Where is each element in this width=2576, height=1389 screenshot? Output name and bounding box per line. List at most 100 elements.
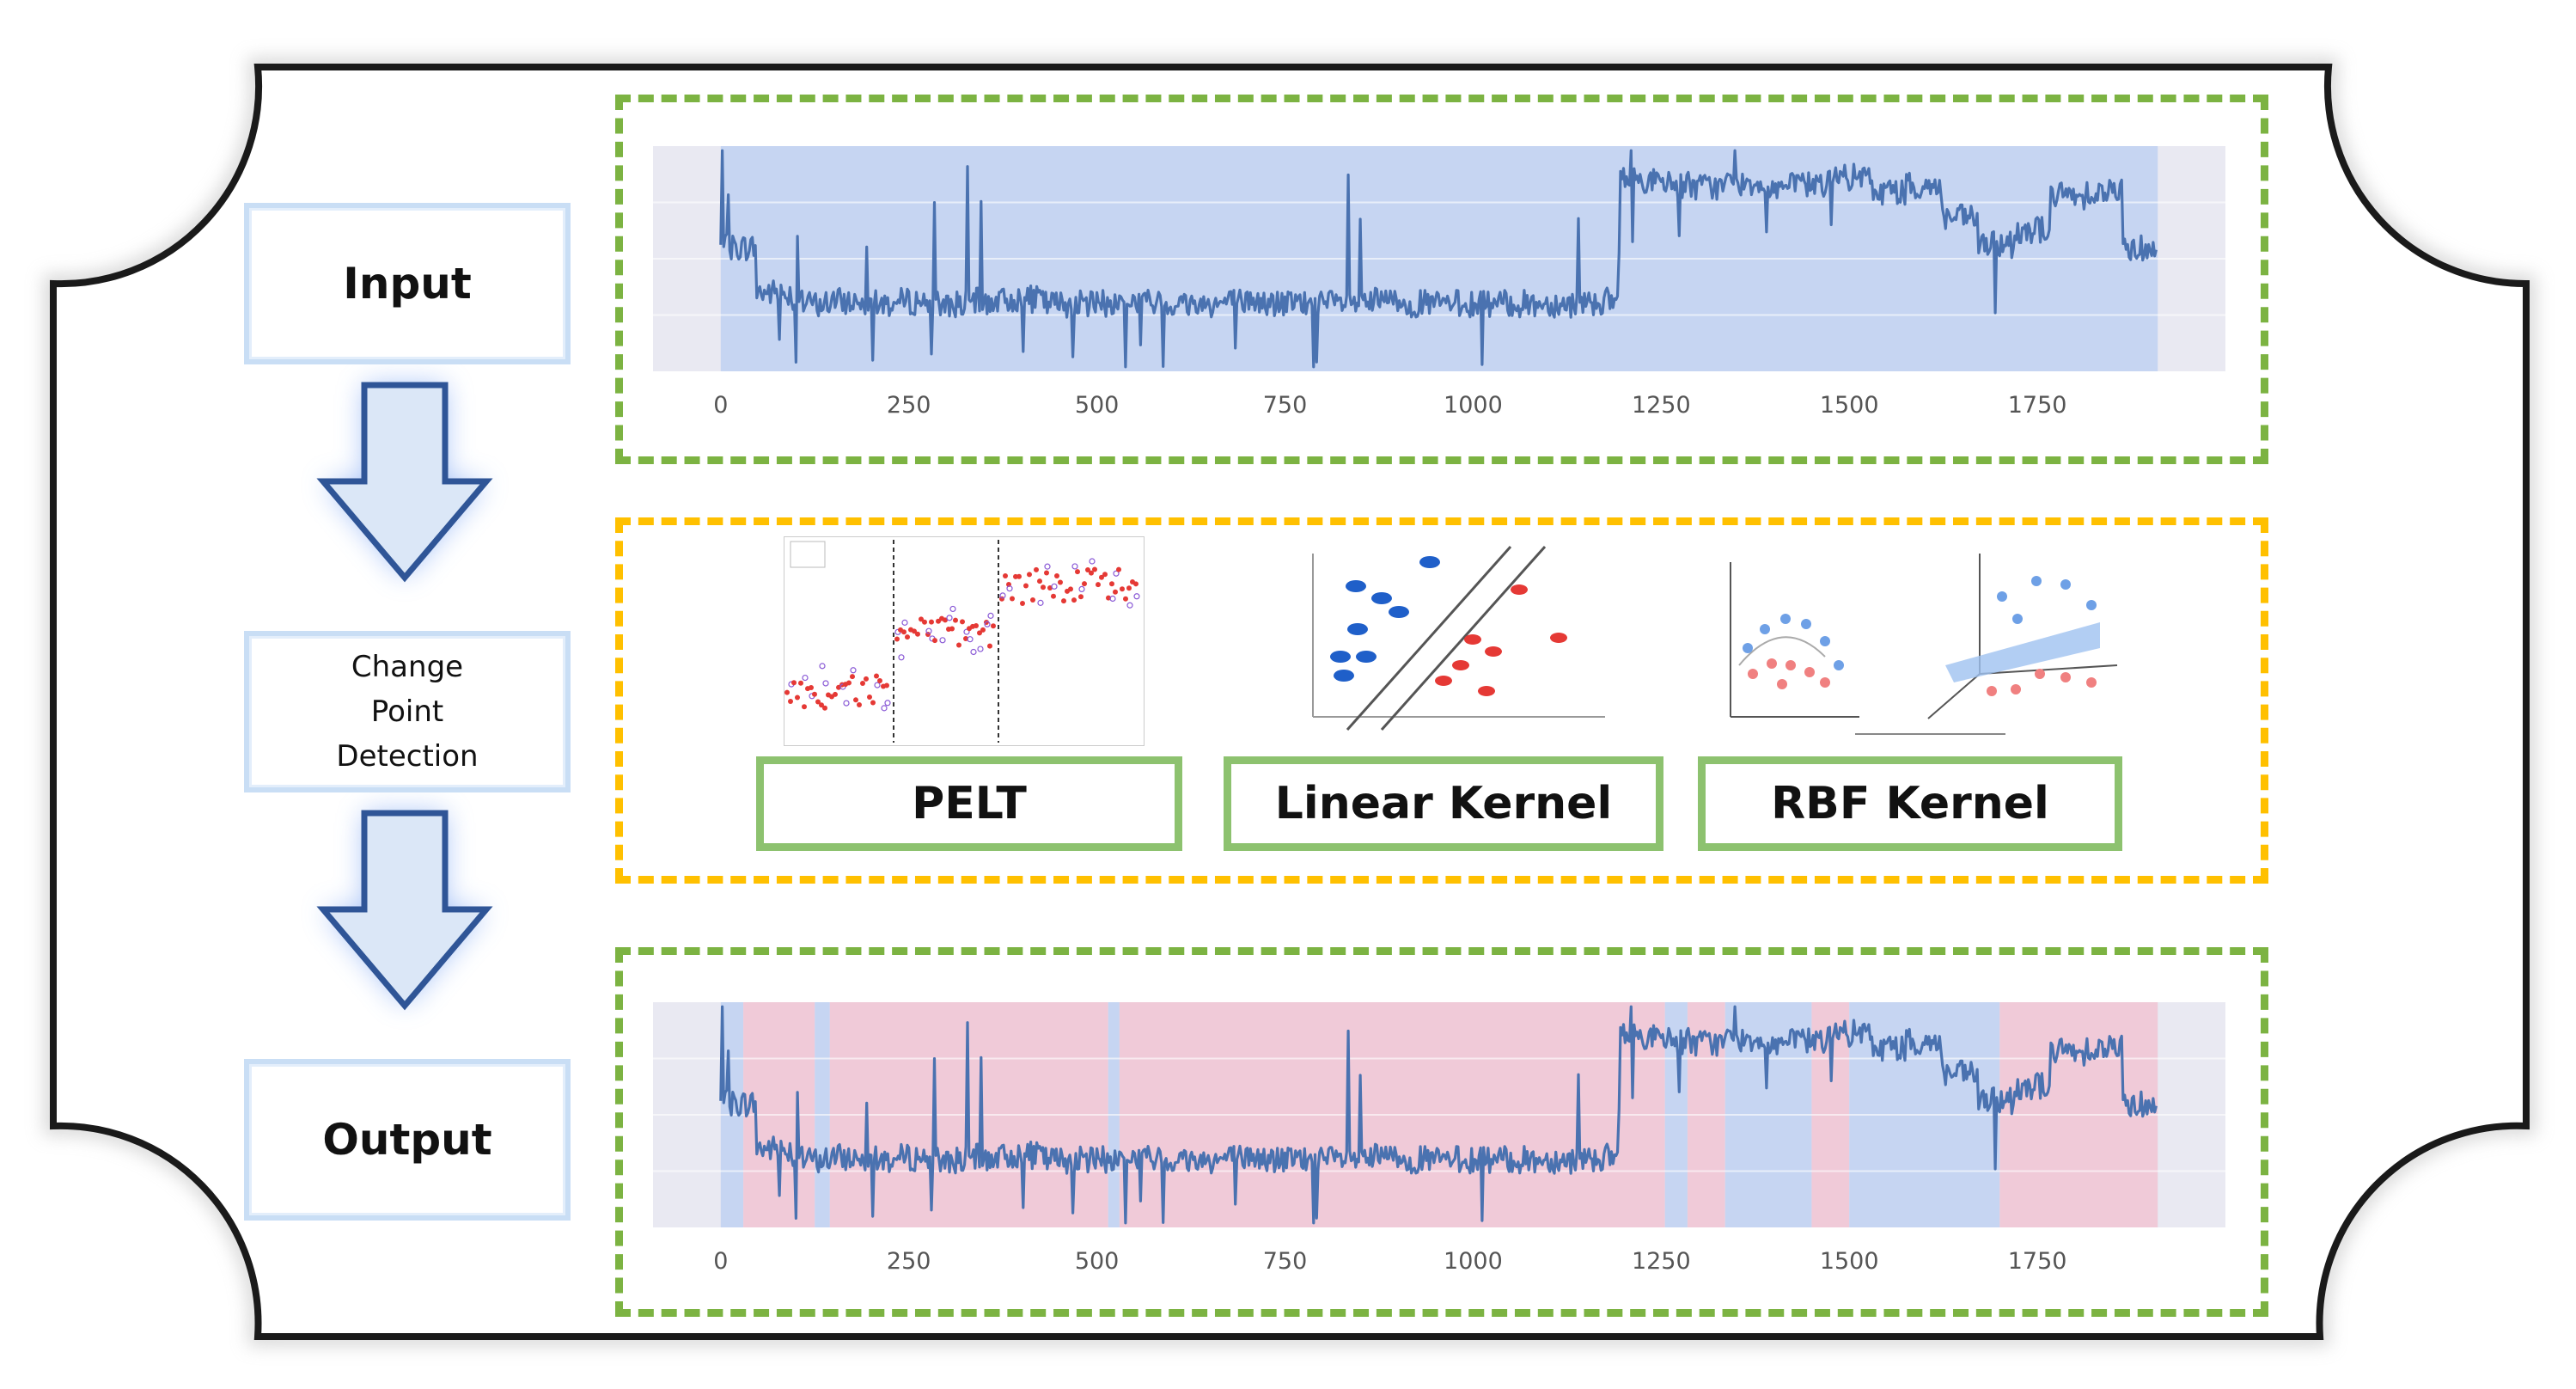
pelt-point	[1068, 586, 1073, 592]
input-signal-panel	[615, 95, 2268, 464]
pelt-point	[956, 642, 961, 648]
pelt-point	[833, 691, 838, 697]
pelt-point-outline	[843, 700, 850, 707]
pelt-point	[1030, 597, 1035, 603]
pelt-point	[932, 638, 937, 644]
pelt-point	[1034, 566, 1039, 572]
method-rbf-kernel-text: RBF Kernel	[1771, 778, 2049, 829]
pelt-point	[980, 627, 986, 633]
pelt-point-outline	[1044, 563, 1051, 570]
pelt-point-outline	[1037, 599, 1044, 606]
pelt-point-outline	[984, 621, 991, 627]
pelt-point-outline	[850, 667, 857, 674]
pelt-point	[991, 623, 996, 629]
pelt-point-outline	[970, 648, 977, 656]
step-cpd-label-line3: Detection	[336, 739, 479, 774]
pelt-point-outline	[925, 627, 932, 634]
method-label-pelt: PELT	[756, 756, 1182, 851]
pelt-point-outline	[1078, 585, 1085, 592]
methods-panel	[615, 517, 2268, 884]
pelt-point-outline	[1133, 593, 1140, 600]
pelt-point	[1023, 583, 1029, 589]
pelt-point	[974, 622, 979, 628]
pelt-point	[949, 626, 955, 632]
pelt-point-outline	[963, 628, 970, 635]
pelt-point	[1037, 578, 1042, 584]
pelt-point	[943, 617, 948, 623]
arrow-down-icon	[316, 810, 493, 1011]
step-output-box: Output	[244, 1059, 571, 1221]
pelt-point-outline	[1126, 602, 1133, 609]
pelt-point	[867, 694, 872, 700]
pelt-point-outline	[1113, 570, 1120, 577]
pelt-point	[1082, 581, 1087, 587]
x-tick-label: 1000	[1444, 1248, 1503, 1275]
pelt-point	[784, 689, 790, 695]
pelt-point-outline	[822, 680, 829, 687]
pelt-point	[901, 629, 906, 635]
signal-line	[719, 149, 2158, 369]
pelt-point	[877, 677, 882, 683]
pelt-thumbnail	[784, 536, 1145, 746]
pelt-point	[809, 684, 814, 690]
x-tick-label: 1500	[1820, 1248, 1879, 1275]
pelt-point	[1075, 569, 1080, 575]
pelt-point	[1123, 596, 1128, 602]
pelt-point	[1061, 598, 1066, 604]
step-cpd-label-line1: Change	[351, 650, 464, 684]
method-label-linear-kernel: Linear Kernel	[1224, 756, 1663, 851]
pelt-point-outline	[901, 619, 908, 626]
pelt-point	[802, 704, 807, 710]
pelt-point	[1109, 581, 1114, 587]
pelt-point	[1092, 566, 1097, 572]
step-change-point-detection-box: Change Point Detection	[244, 631, 571, 792]
method-label-rbf-kernel: RBF Kernel	[1698, 756, 2122, 851]
pelt-point	[874, 673, 879, 679]
pelt-point	[1027, 572, 1032, 578]
pelt-point-outline	[874, 682, 881, 688]
signal-line	[719, 1005, 2158, 1225]
step-output-label: Output	[322, 1115, 492, 1165]
pelt-point	[798, 680, 803, 686]
pelt-point	[977, 630, 982, 636]
pelt-point	[1113, 589, 1118, 595]
pelt-point-outline	[1071, 563, 1078, 570]
pelt-point-outline	[999, 592, 1006, 599]
pelt-point	[819, 702, 824, 708]
pelt-point	[1096, 582, 1101, 588]
pelt-point	[1010, 596, 1015, 602]
method-linear-kernel-text: Linear Kernel	[1274, 778, 1613, 829]
pelt-point	[1051, 593, 1056, 599]
pelt-point	[960, 619, 965, 625]
x-tick-label: 1250	[1632, 392, 1691, 419]
pelt-point	[894, 636, 900, 642]
step-cpd-label-line2: Point	[370, 694, 444, 729]
pelt-point-outline	[819, 663, 826, 670]
pelt-point-outline	[946, 615, 953, 621]
pelt-point	[1120, 586, 1125, 592]
x-tick-label: 500	[1075, 1248, 1120, 1275]
pelt-point	[1003, 573, 1008, 579]
x-tick-label: 1750	[2008, 392, 2067, 419]
pelt-point-outline	[977, 646, 984, 652]
pelt-point-outline	[881, 705, 888, 712]
pelt-point	[1016, 573, 1022, 579]
rbf-kernel-thumbnail	[1696, 536, 2126, 746]
pelt-point	[1071, 597, 1077, 603]
arrow-down-icon	[316, 382, 493, 583]
pelt-point	[905, 634, 910, 640]
pelt-point-outline	[884, 700, 891, 707]
pelt-point	[884, 682, 889, 688]
step-input-label: Input	[343, 259, 472, 309]
pelt-point	[860, 680, 865, 686]
x-tick-label: 0	[713, 1248, 728, 1275]
pelt-point	[812, 691, 817, 697]
x-tick-label: 1500	[1820, 392, 1879, 419]
x-tick-label: 500	[1075, 392, 1120, 419]
pelt-point	[1020, 600, 1025, 606]
pelt-point	[857, 702, 862, 708]
pelt-point	[953, 617, 958, 623]
pelt-point-outline	[949, 605, 956, 613]
pelt-point	[912, 628, 917, 634]
